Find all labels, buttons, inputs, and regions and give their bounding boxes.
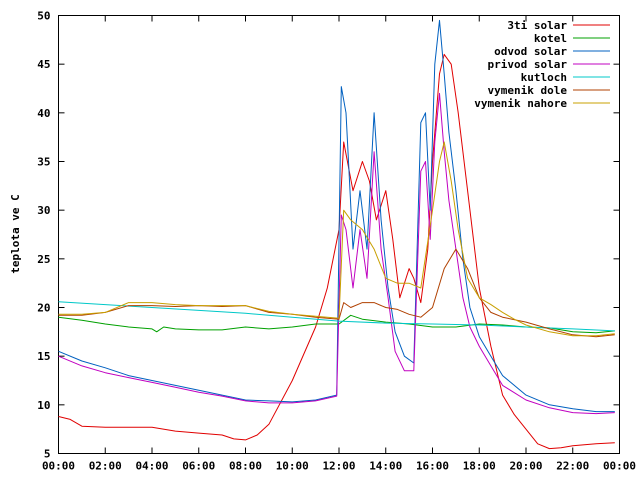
x-tick-label: 00:00 [603,460,636,473]
x-tick-label: 00:00 [42,460,75,473]
series-line-0 [58,53,615,450]
x-tick-label: 08:00 [229,460,262,473]
y-tick-label: 15 [37,350,50,363]
axis-ticks: 5 10 15 20 25 30 35 40 45 50 00:00 02:00 04:00 06:00 0… [37,10,636,473]
y-tick-label: 30 [37,204,50,217]
series-line-3 [58,92,615,415]
x-tick-label: 10:00 [276,460,309,473]
series-line-2 [58,19,615,413]
x-tick-label: 22:00 [556,460,589,473]
x-tick-label: 16:00 [416,460,449,473]
y-tick-label: 10 [37,399,50,412]
x-tick-label: 18:00 [463,460,496,473]
legend-label: privod solar [488,58,568,71]
series-line-5 [58,248,615,338]
legend-label: odvod solar [494,45,567,58]
series-line-4 [58,301,615,332]
series-line-6 [58,141,615,337]
legend-label: vymenik nahore [474,97,567,110]
legend-label: 3ti solar [507,19,567,32]
y-tick-label: 5 [44,448,51,461]
x-tick-label: 12:00 [322,460,355,473]
y-tick-label: 50 [37,10,50,23]
x-tick-label: 20:00 [509,460,542,473]
legend-label: kotel [534,32,567,45]
x-tick-label: 14:00 [369,460,402,473]
y-tick-label: 45 [37,58,50,71]
legend-label: vymenik dole [488,84,568,97]
x-tick-label: 06:00 [182,460,215,473]
y-tick-label: 25 [37,253,50,266]
series-lines [58,19,615,450]
y-tick-label: 35 [37,156,50,169]
x-tick-label: 04:00 [135,460,168,473]
y-tick-label: 20 [37,302,50,315]
y-tick-label: 40 [37,107,50,120]
x-tick-label: 02:00 [89,460,122,473]
y-axis-label: teplota ve C [9,194,22,273]
legend-label: kutloch [521,71,567,84]
